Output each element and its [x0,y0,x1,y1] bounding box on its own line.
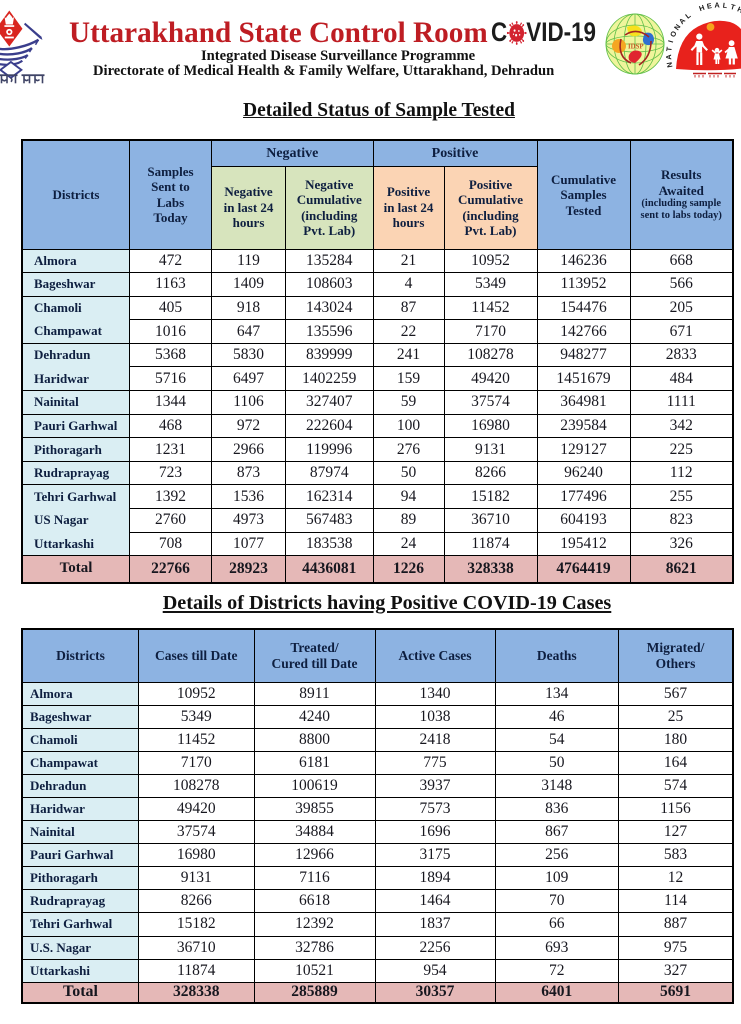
svg-text:N: N [672,22,682,31]
svg-text:A: A [677,15,688,26]
svg-text:O: O [668,29,679,38]
svg-text:N: N [666,61,674,68]
svg-text:I: I [666,39,675,43]
svg-text:A: A [666,54,673,60]
svg-text:A: A [714,2,720,10]
svg-text:T: T [729,2,736,12]
svg-text:E: E [706,2,713,11]
svg-text:H: H [698,3,706,13]
svg-text:H: H [736,5,741,15]
svg-text:L: L [722,2,728,10]
svg-text:T: T [666,46,674,52]
svg-text:IDSP: IDSP [628,44,644,51]
svg-text:L: L [683,10,692,20]
